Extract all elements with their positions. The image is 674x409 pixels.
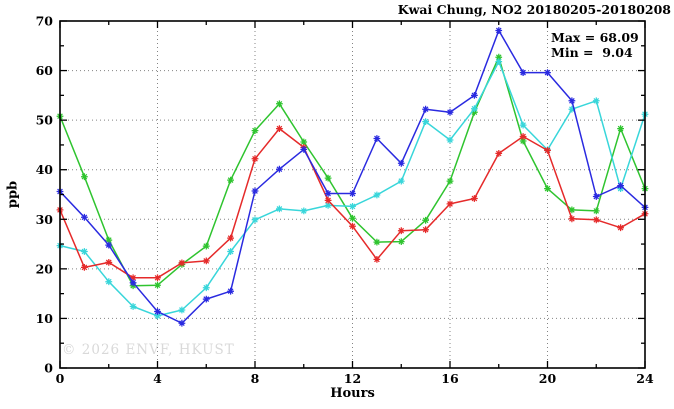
x-tick-label: 8 <box>251 371 260 386</box>
y-tick-label: 70 <box>36 14 54 29</box>
tick-labels: 0 4 8 12 16 20 24 0 10 20 30 40 50 60 70 <box>36 14 654 387</box>
y-tick-label: 0 <box>44 361 53 376</box>
min-value-label: Min = 9.04 <box>551 44 633 60</box>
series-cyan-line <box>56 58 649 320</box>
x-tick-label: 24 <box>636 371 654 386</box>
x-axis-label: Hours <box>330 386 375 401</box>
max-value-label: Max = 68.09 <box>551 30 639 45</box>
chart-title: Kwai Chung, NO2 20180205-20180208 <box>397 2 671 17</box>
series-cyan-line-markers <box>56 58 649 320</box>
y-tick-label: 50 <box>36 113 54 128</box>
y-tick-label: 40 <box>36 162 54 177</box>
watermark: © 2026 ENVF, HKUST <box>62 342 235 358</box>
x-tick-label: 20 <box>539 371 557 386</box>
x-tick-label: 0 <box>56 371 65 386</box>
max-min-annotation: Max = 68.09 Min = 9.04 <box>551 30 639 60</box>
series-blue-line <box>56 27 649 327</box>
x-tick-label: 4 <box>153 371 162 386</box>
axis-ticks <box>59 20 646 369</box>
series-blue-line-markers <box>56 27 649 327</box>
y-tick-label: 30 <box>36 212 54 227</box>
y-tick-label: 60 <box>36 63 54 78</box>
x-tick-label: 12 <box>344 371 361 386</box>
x-tick-label: 16 <box>441 371 459 386</box>
y-tick-label: 10 <box>36 311 54 326</box>
y-axis-label: ppb <box>5 180 21 209</box>
y-tick-label: 20 <box>36 261 54 276</box>
